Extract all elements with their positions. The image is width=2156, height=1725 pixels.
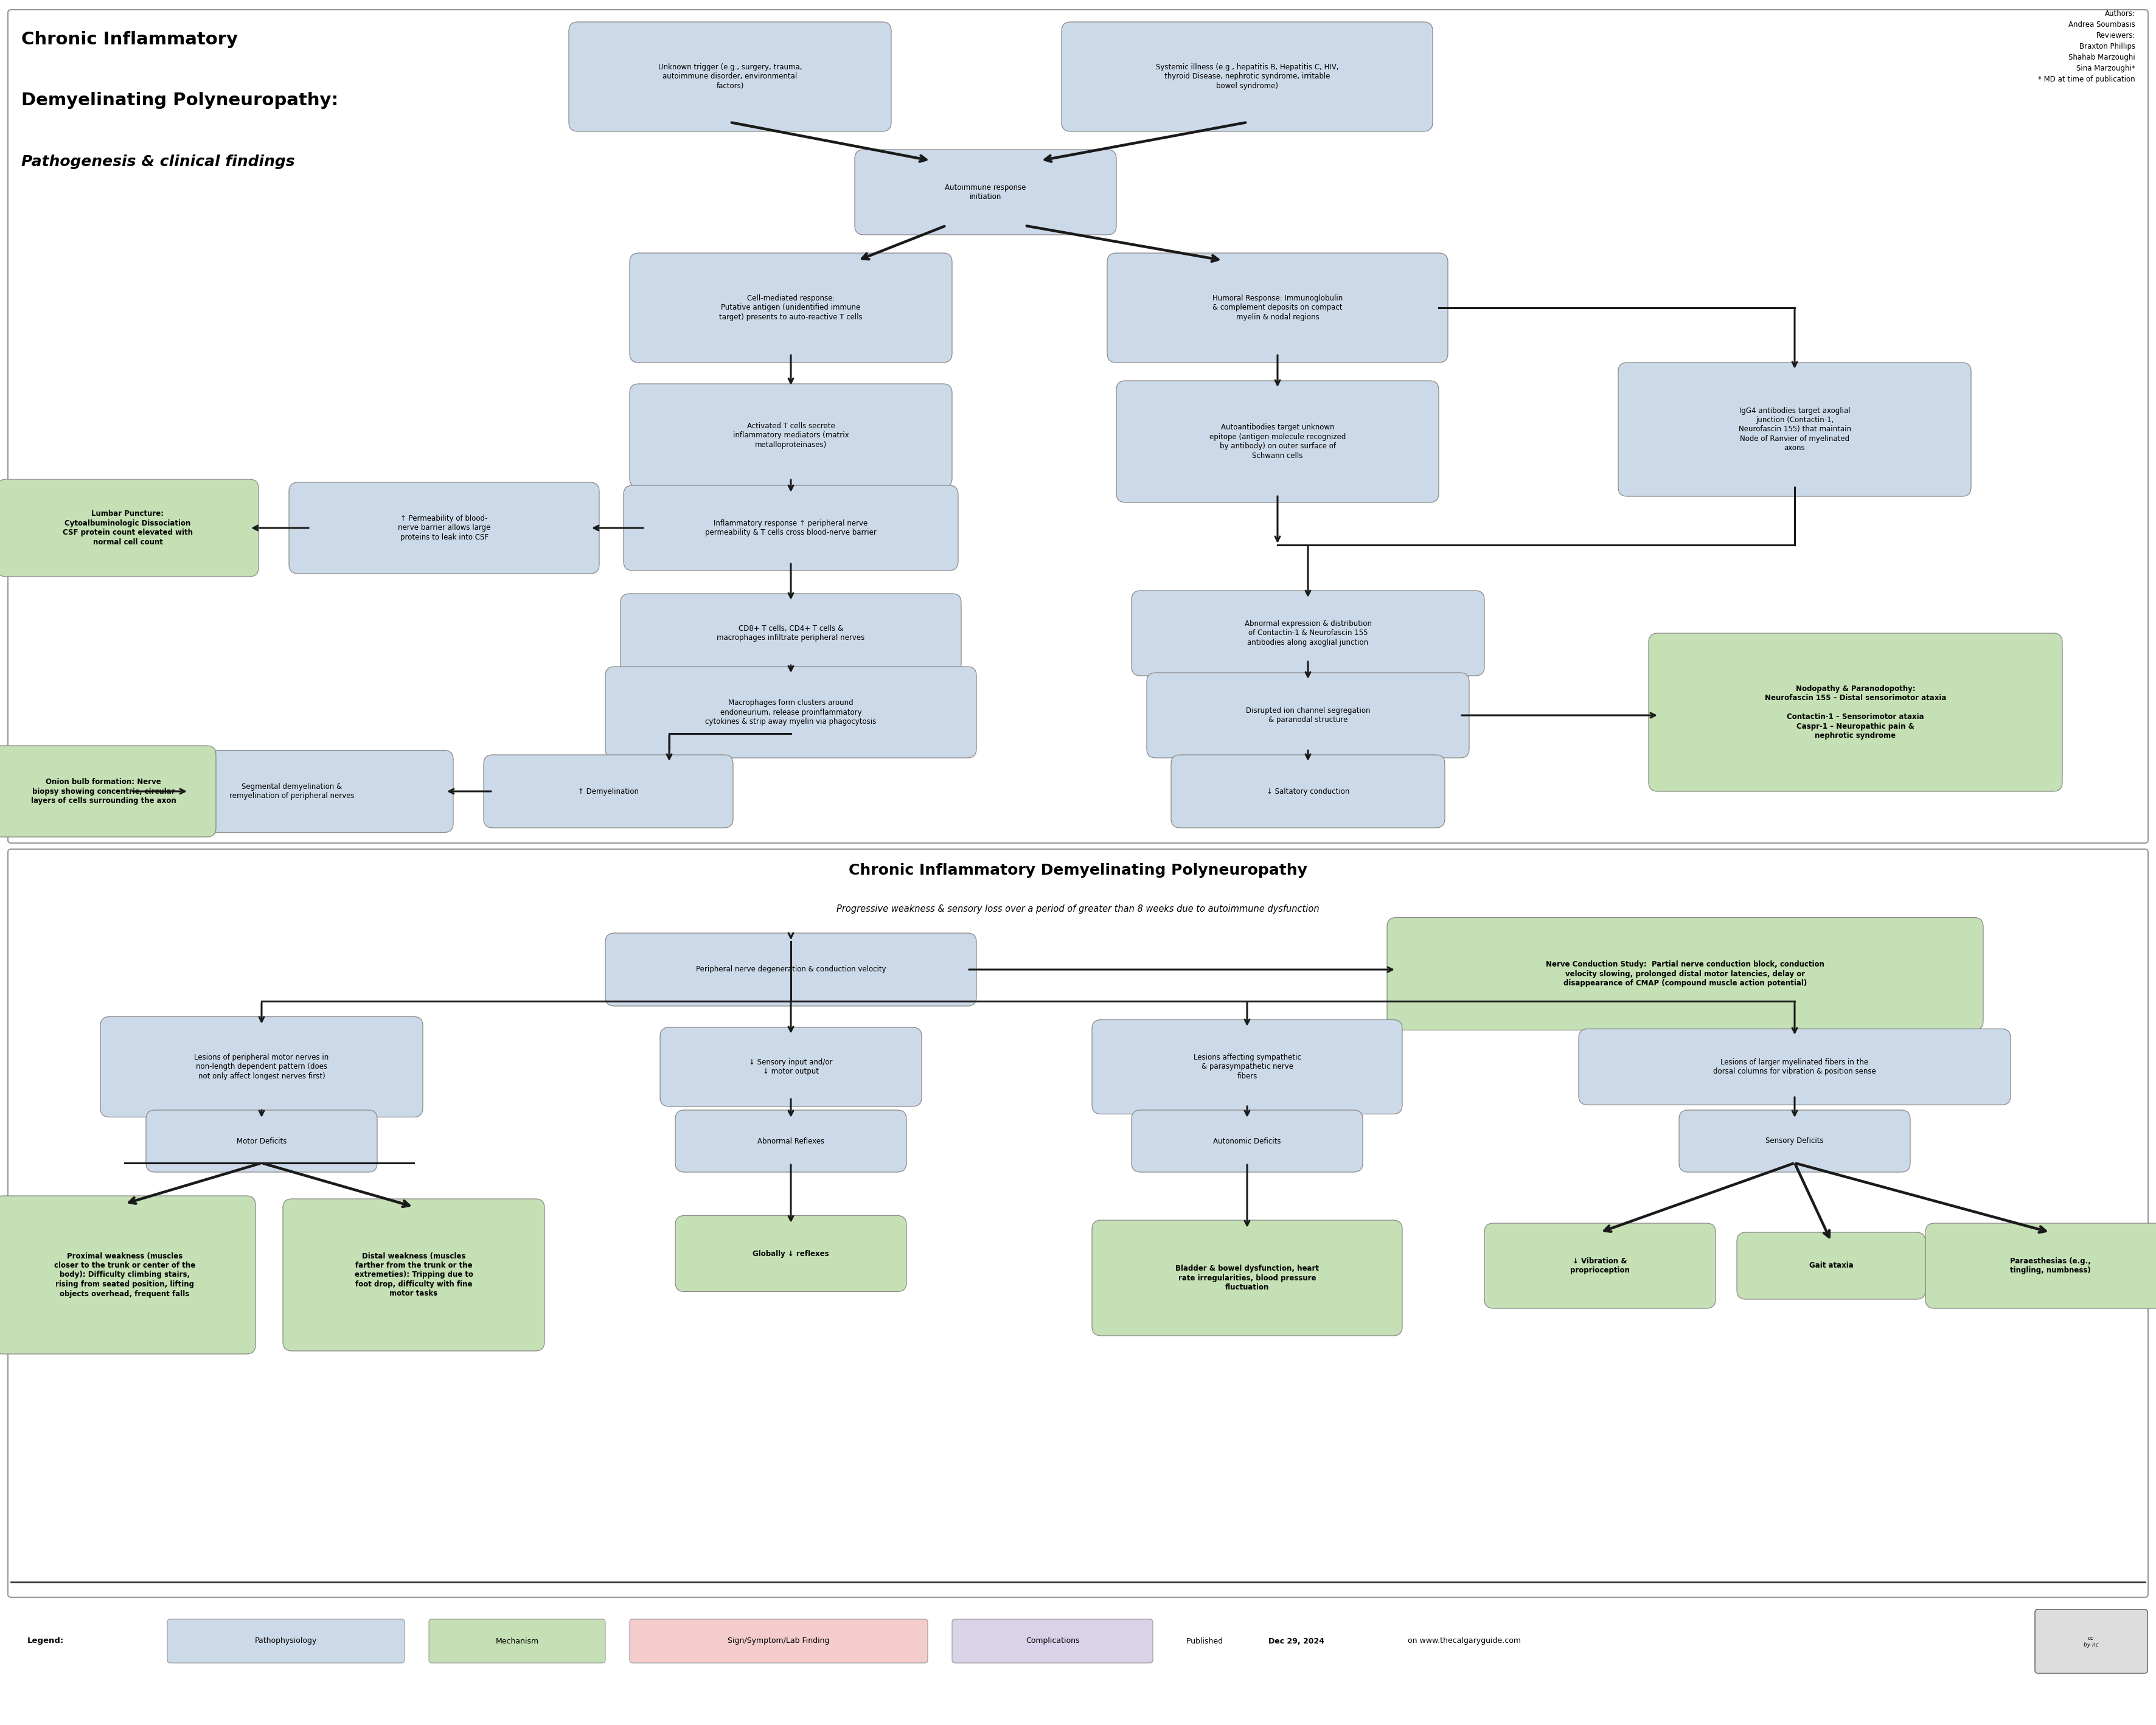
Text: Onion bulb formation: Nerve
biopsy showing concentric, circular
layers of cells : Onion bulb formation: Nerve biopsy showi… (30, 778, 177, 806)
FancyBboxPatch shape (2035, 1609, 2147, 1673)
Text: Progressive weakness & sensory loss over a period of greater than 8 weeks due to: Progressive weakness & sensory loss over… (837, 904, 1319, 913)
FancyBboxPatch shape (1117, 381, 1438, 502)
Text: ↓ Saltatory conduction: ↓ Saltatory conduction (1266, 787, 1350, 795)
Text: Distal weakness (muscles
farther from the trunk or the
extremeties): Tripping du: Distal weakness (muscles farther from th… (354, 1252, 472, 1297)
Text: ↑ Permeability of blood-
nerve barrier allows large
proteins to leak into CSF: ↑ Permeability of blood- nerve barrier a… (397, 514, 489, 542)
FancyBboxPatch shape (623, 485, 957, 571)
FancyBboxPatch shape (630, 1620, 927, 1663)
FancyBboxPatch shape (675, 1111, 906, 1171)
FancyBboxPatch shape (1091, 1220, 1401, 1335)
FancyBboxPatch shape (1091, 1019, 1401, 1114)
Text: Autoantibodies target unknown
epitope (antigen molecule recognized
by antibody) : Autoantibodies target unknown epitope (a… (1210, 424, 1345, 459)
Text: ↓ Sensory input and/or
↓ motor output: ↓ Sensory input and/or ↓ motor output (748, 1057, 832, 1076)
Text: Dec 29, 2024: Dec 29, 2024 (1268, 1637, 1324, 1646)
FancyBboxPatch shape (289, 483, 599, 574)
FancyBboxPatch shape (147, 1111, 377, 1171)
Text: Autoimmune response
initiation: Autoimmune response initiation (944, 183, 1026, 200)
FancyBboxPatch shape (675, 1216, 906, 1292)
FancyBboxPatch shape (0, 745, 216, 837)
Text: Macrophages form clusters around
endoneurium, release proinflammatory
cytokines : Macrophages form clusters around endoneu… (705, 699, 875, 726)
Text: cc
by nc: cc by nc (2083, 1635, 2098, 1647)
Text: Paraesthesias (e.g.,
tingling, numbness): Paraesthesias (e.g., tingling, numbness) (2009, 1258, 2091, 1275)
Text: ↑ Demyelination: ↑ Demyelination (578, 787, 638, 795)
FancyBboxPatch shape (483, 756, 733, 828)
FancyBboxPatch shape (1680, 1111, 1910, 1171)
FancyBboxPatch shape (630, 254, 953, 362)
FancyBboxPatch shape (621, 593, 962, 673)
Text: Abnormal expression & distribution
of Contactin-1 & Neurofascin 155
antibodies a: Abnormal expression & distribution of Co… (1244, 619, 1371, 647)
FancyBboxPatch shape (660, 1028, 921, 1106)
FancyBboxPatch shape (1132, 590, 1483, 676)
FancyBboxPatch shape (1147, 673, 1468, 757)
Text: Cell-mediated response:
Putative antigen (unidentified immune
target) presents t: Cell-mediated response: Putative antigen… (720, 295, 862, 321)
FancyBboxPatch shape (854, 150, 1117, 235)
FancyBboxPatch shape (132, 750, 453, 833)
Text: CD8+ T cells, CD4+ T cells &
macrophages infiltrate peripheral nerves: CD8+ T cells, CD4+ T cells & macrophages… (716, 624, 865, 642)
FancyBboxPatch shape (1386, 918, 1984, 1030)
FancyBboxPatch shape (1061, 22, 1434, 131)
Text: ↓ Vibration &
proprioception: ↓ Vibration & proprioception (1570, 1258, 1630, 1275)
FancyBboxPatch shape (1132, 1111, 1363, 1171)
FancyBboxPatch shape (1578, 1028, 2012, 1106)
Text: Lesions of peripheral motor nerves in
non-length dependent pattern (does
not onl: Lesions of peripheral motor nerves in no… (194, 1054, 330, 1080)
Text: Legend:: Legend: (28, 1637, 65, 1646)
Text: Systemic illness (e.g., hepatitis B, Hepatitis C, HIV,
thyroid Disease, nephroti: Systemic illness (e.g., hepatitis B, Hep… (1156, 64, 1339, 90)
Text: Demyelinating Polyneuropathy:: Demyelinating Polyneuropathy: (22, 91, 338, 109)
Text: Mechanism: Mechanism (496, 1637, 539, 1646)
Text: Lesions of larger myelinated fibers in the
dorsal columns for vibration & positi: Lesions of larger myelinated fibers in t… (1714, 1057, 1876, 1076)
FancyBboxPatch shape (1108, 254, 1449, 362)
FancyBboxPatch shape (0, 1195, 257, 1354)
FancyBboxPatch shape (606, 666, 977, 757)
Text: Motor Deficits: Motor Deficits (237, 1137, 287, 1145)
Text: Peripheral nerve degeneration & conduction velocity: Peripheral nerve degeneration & conducti… (696, 966, 886, 973)
Text: Chronic Inflammatory: Chronic Inflammatory (22, 31, 237, 48)
Text: Nodopathy & Paranodopothy:
Neurofascin 155 – Distal sensorimotor ataxia

Contact: Nodopathy & Paranodopothy: Neurofascin 1… (1766, 685, 1947, 740)
Text: Pathogenesis & clinical findings: Pathogenesis & clinical findings (22, 155, 295, 169)
Text: Sensory Deficits: Sensory Deficits (1766, 1137, 1824, 1145)
Text: Disrupted ion channel segregation
& paranodal structure: Disrupted ion channel segregation & para… (1246, 707, 1371, 725)
Text: Segmental demyelination &
remyelination of peripheral nerves: Segmental demyelination & remyelination … (229, 783, 354, 800)
Text: on www.thecalgaryguide.com: on www.thecalgaryguide.com (1406, 1637, 1520, 1646)
Text: Unknown trigger (e.g., surgery, trauma,
autoimmune disorder, environmental
facto: Unknown trigger (e.g., surgery, trauma, … (658, 64, 802, 90)
FancyBboxPatch shape (630, 383, 953, 486)
Text: Pathophysiology: Pathophysiology (254, 1637, 317, 1646)
Text: Autonomic Deficits: Autonomic Deficits (1214, 1137, 1281, 1145)
Text: IgG4 antibodies target axoglial
junction (Contactin-1,
Neurofascin 155) that mai: IgG4 antibodies target axoglial junction… (1738, 407, 1850, 452)
FancyBboxPatch shape (1171, 756, 1445, 828)
FancyBboxPatch shape (606, 933, 977, 1006)
Text: Proximal weakness (muscles
closer to the trunk or center of the
body): Difficult: Proximal weakness (muscles closer to the… (54, 1252, 196, 1297)
FancyBboxPatch shape (1925, 1223, 2156, 1308)
FancyBboxPatch shape (429, 1620, 606, 1663)
Text: Lumbar Puncture:
Cytoalbuminologic Dissociation
CSF protein count elevated with
: Lumbar Puncture: Cytoalbuminologic Disso… (63, 511, 192, 547)
Text: Gait ataxia: Gait ataxia (1809, 1261, 1854, 1270)
Text: Nerve Conduction Study:  Partial nerve conduction block, conduction
velocity slo: Nerve Conduction Study: Partial nerve co… (1546, 961, 1824, 987)
Text: Authors:
Andrea Soumbasis
Reviewers:
Braxton Phillips
Shahab Marzoughi
Sina Marz: Authors: Andrea Soumbasis Reviewers: Bra… (2037, 10, 2134, 83)
FancyBboxPatch shape (101, 1016, 423, 1118)
FancyBboxPatch shape (1649, 633, 2063, 792)
Text: Activated T cells secrete
inflammatory mediators (matrix
metalloproteinases): Activated T cells secrete inflammatory m… (733, 423, 849, 448)
FancyBboxPatch shape (168, 1620, 405, 1663)
Text: Sign/Symptom/Lab Finding: Sign/Symptom/Lab Finding (729, 1637, 830, 1646)
FancyBboxPatch shape (1619, 362, 1971, 497)
FancyBboxPatch shape (1738, 1232, 1925, 1299)
Text: Chronic Inflammatory Demyelinating Polyneuropathy: Chronic Inflammatory Demyelinating Polyn… (849, 862, 1307, 878)
FancyBboxPatch shape (953, 1620, 1153, 1663)
Text: Abnormal Reflexes: Abnormal Reflexes (757, 1137, 824, 1145)
FancyBboxPatch shape (1483, 1223, 1716, 1308)
Text: Lesions affecting sympathetic
& parasympathetic nerve
fibers: Lesions affecting sympathetic & parasymp… (1192, 1054, 1300, 1080)
Text: Globally ↓ reflexes: Globally ↓ reflexes (752, 1249, 830, 1258)
FancyBboxPatch shape (569, 22, 890, 131)
FancyBboxPatch shape (282, 1199, 545, 1351)
Text: Inflammatory response ↑ peripheral nerve
permeability & T cells cross blood-nerv: Inflammatory response ↑ peripheral nerve… (705, 519, 877, 536)
Text: Complications: Complications (1026, 1637, 1080, 1646)
Text: Published: Published (1186, 1637, 1225, 1646)
Text: Bladder & bowel dysfunction, heart
rate irregularities, blood pressure
fluctuati: Bladder & bowel dysfunction, heart rate … (1175, 1264, 1319, 1292)
Text: Humoral Response: Immunoglobulin
& complement deposits on compact
myelin & nodal: Humoral Response: Immunoglobulin & compl… (1212, 295, 1343, 321)
FancyBboxPatch shape (0, 480, 259, 576)
